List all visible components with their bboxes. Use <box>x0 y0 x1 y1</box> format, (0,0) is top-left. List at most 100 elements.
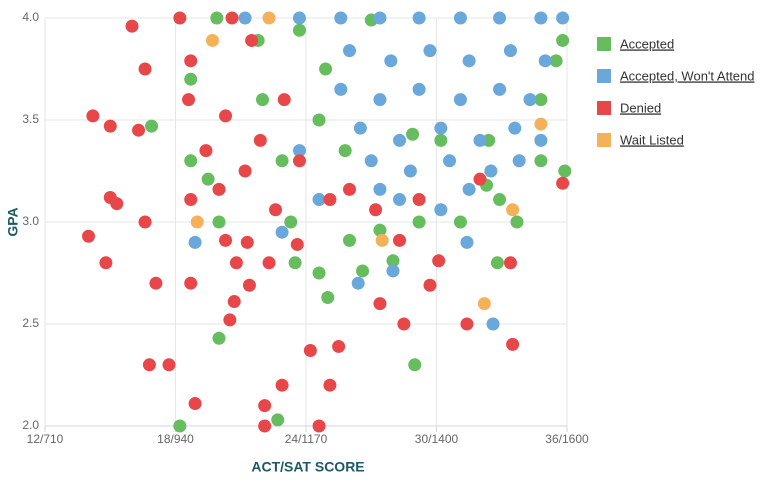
data-point <box>182 93 196 107</box>
data-point <box>406 127 420 141</box>
data-point <box>556 176 570 190</box>
data-point <box>142 358 156 372</box>
data-point <box>253 133 267 147</box>
legend-swatch[interactable] <box>597 37 611 51</box>
data-point <box>303 344 317 358</box>
legend-label[interactable]: Denied <box>620 100 661 115</box>
data-point <box>188 235 202 249</box>
data-point <box>534 133 548 147</box>
data-point <box>353 121 367 135</box>
data-point <box>460 235 474 249</box>
y-axis-title: GPA <box>5 207 21 236</box>
data-point <box>506 203 520 217</box>
data-point <box>503 256 517 270</box>
data-point <box>149 276 163 290</box>
data-point <box>323 378 337 392</box>
data-point <box>549 54 563 68</box>
data-point <box>343 44 356 58</box>
data-point <box>219 109 233 123</box>
data-point <box>269 203 283 217</box>
y-tick-label: 4.0 <box>22 10 39 24</box>
data-point <box>201 172 215 186</box>
data-point <box>173 419 187 433</box>
data-point <box>190 215 204 229</box>
data-point <box>453 11 467 25</box>
data-point <box>423 44 437 58</box>
data-point <box>258 399 272 413</box>
data-point <box>477 297 491 311</box>
data-point <box>103 119 117 133</box>
data-point <box>338 144 352 158</box>
legend-swatch[interactable] <box>597 69 611 83</box>
x-tick-label: 12/710 <box>27 432 64 446</box>
data-point <box>334 82 348 96</box>
data-point <box>534 93 548 107</box>
data-point <box>484 164 498 178</box>
data-point <box>173 11 187 25</box>
data-point <box>403 164 417 178</box>
data-point <box>364 154 378 168</box>
data-point <box>558 164 572 178</box>
data-point <box>373 182 387 196</box>
y-tick-label: 3.5 <box>22 112 39 126</box>
data-point <box>138 215 152 229</box>
data-point <box>319 62 333 76</box>
y-tick-label: 2.5 <box>22 316 39 330</box>
data-point <box>238 11 252 25</box>
data-point <box>373 297 387 311</box>
data-point <box>199 144 213 158</box>
data-point <box>453 215 467 229</box>
data-point <box>373 223 387 237</box>
legend-swatch[interactable] <box>597 133 611 147</box>
data-point <box>238 164 252 178</box>
legend-swatch[interactable] <box>597 101 611 115</box>
data-point <box>506 337 520 351</box>
x-axis-title: ACT/SAT SCORE <box>251 459 364 475</box>
data-point <box>386 264 400 278</box>
data-point <box>225 11 239 25</box>
data-point <box>423 278 437 292</box>
legend-label[interactable]: Wait Listed <box>620 132 684 147</box>
data-point <box>312 266 326 280</box>
data-point <box>462 54 476 68</box>
data-point <box>229 256 243 270</box>
data-point <box>412 215 426 229</box>
data-point <box>245 33 259 47</box>
data-point <box>373 93 387 107</box>
data-point <box>138 62 152 76</box>
data-point <box>82 229 95 243</box>
data-point <box>184 276 198 290</box>
data-point <box>369 203 383 217</box>
x-tick-label: 24/1170 <box>285 432 328 446</box>
data-point <box>275 154 289 168</box>
legend-label[interactable]: Accepted <box>620 36 674 51</box>
data-point <box>184 154 198 168</box>
data-point <box>393 193 407 207</box>
data-point <box>288 256 302 270</box>
data-point <box>493 11 507 25</box>
data-point <box>262 256 276 270</box>
data-point <box>512 154 526 168</box>
data-point <box>125 19 139 33</box>
data-point <box>412 193 426 207</box>
data-point <box>275 378 289 392</box>
data-point <box>145 119 159 133</box>
data-point <box>99 256 113 270</box>
data-point <box>227 295 241 309</box>
data-point <box>397 317 411 331</box>
data-point <box>290 237 304 251</box>
data-point <box>205 33 219 47</box>
data-point <box>292 23 306 37</box>
y-tick-label: 2.0 <box>22 418 39 432</box>
data-point <box>384 54 398 68</box>
legend-label[interactable]: Accepted, Won't Attend <box>620 68 755 83</box>
data-point <box>443 154 457 168</box>
data-point <box>262 11 276 25</box>
data-point <box>356 264 370 278</box>
data-point <box>434 203 448 217</box>
data-point <box>284 215 298 229</box>
data-point <box>493 193 507 207</box>
data-point <box>212 215 226 229</box>
data-point <box>473 172 487 186</box>
